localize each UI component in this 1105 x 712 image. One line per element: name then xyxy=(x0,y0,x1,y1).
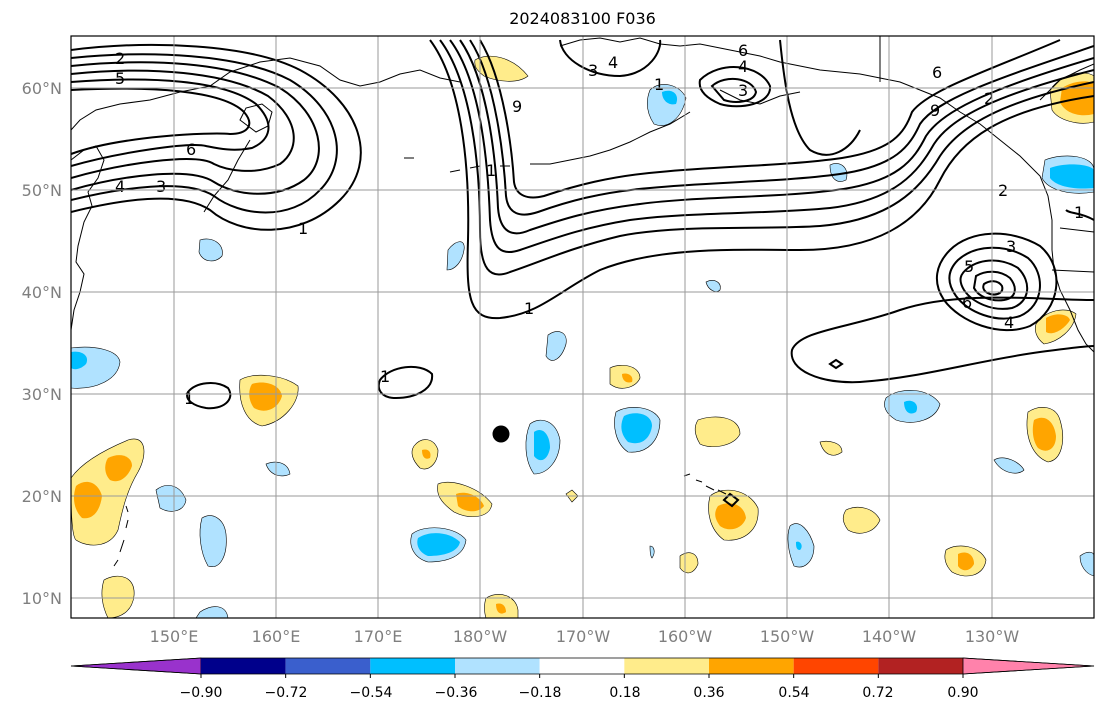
contour-label: 5 xyxy=(964,257,974,276)
lon-label: 140°W xyxy=(862,627,917,646)
colorbar-tick-label: 0.90 xyxy=(947,685,978,701)
shaded-anomalies xyxy=(71,55,1094,618)
latitude-labels: 60°N 50°N 40°N 30°N 20°N 10°N xyxy=(22,79,62,608)
colorbar-segment xyxy=(962,657,1095,675)
lat-label: 60°N xyxy=(22,79,62,98)
contour-label: 3 xyxy=(1006,237,1016,256)
contour-label: 4 xyxy=(608,53,618,72)
map-title: 2024083100 F036 xyxy=(509,9,656,28)
contour-label: 9 xyxy=(512,97,522,116)
contour-label: 4 xyxy=(115,177,125,196)
contour-label: 9 xyxy=(930,101,940,120)
contour-label: 1 xyxy=(486,161,496,180)
colorbar-segment xyxy=(370,658,455,674)
colorbar-tick-label: −0.90 xyxy=(180,685,223,701)
contour-label: 1 xyxy=(654,75,664,94)
colorbar-tick-label: 0.36 xyxy=(693,685,724,701)
gridlines xyxy=(71,36,1094,618)
colorbar-segment xyxy=(793,658,879,674)
contour-label: 4 xyxy=(738,57,748,76)
contour-label: 4 xyxy=(1004,313,1014,332)
lon-label: 150°W xyxy=(760,627,815,646)
contour-label: 3 xyxy=(156,177,166,196)
lon-label: 160°E xyxy=(252,627,301,646)
contour-label: 6 xyxy=(962,293,972,312)
colorbar-segments xyxy=(70,657,1095,675)
colorbar-segment xyxy=(624,658,709,674)
lon-label: 170°W xyxy=(556,627,611,646)
colorbar-segment xyxy=(70,657,202,675)
location-marker xyxy=(492,425,510,443)
lat-label: 10°N xyxy=(22,589,62,608)
contour-label: 1 xyxy=(298,219,308,238)
contour-label: 1 xyxy=(184,389,194,408)
colorbar: −0.90 −0.72 −0.54 −0.36 −0.18 0.18 0.36 … xyxy=(70,657,1095,701)
contour-label: 2 xyxy=(115,49,125,68)
colorbar-tick-label: −0.72 xyxy=(265,685,308,701)
longitude-labels: 150°E 160°E 170°E 180°W 170°W 160°W 150°… xyxy=(150,627,1020,646)
colorbar-segment xyxy=(878,658,963,674)
lat-label: 50°N xyxy=(22,181,62,200)
colorbar-segment xyxy=(201,658,286,674)
colorbar-segment xyxy=(285,658,371,674)
contour-label: 3 xyxy=(588,61,598,80)
colorbar-tick-label: −0.54 xyxy=(350,685,393,701)
colorbar-ticks xyxy=(200,674,964,678)
colorbar-segment xyxy=(455,658,540,674)
lon-label: 150°E xyxy=(150,627,199,646)
lon-label: 160°W xyxy=(658,627,713,646)
contour-label: 6 xyxy=(186,140,196,159)
contour-label: 2 xyxy=(984,89,994,108)
colorbar-segment xyxy=(709,658,794,674)
contour-labels: 2 5 6 4 3 1 6 4 3 1 9 1 6 4 3 2 9 1 1 2 … xyxy=(115,41,1084,408)
contour-label: 1 xyxy=(380,367,390,386)
contour-label: 1 xyxy=(1074,203,1084,222)
colorbar-tick-label: −0.18 xyxy=(519,685,562,701)
lon-label: 180°W xyxy=(453,627,508,646)
contour-label: 3 xyxy=(738,81,748,100)
lat-label: 40°N xyxy=(22,283,62,302)
colorbar-tick-label: −0.36 xyxy=(435,685,478,701)
colorbar-segment xyxy=(539,658,625,674)
lon-label: 170°E xyxy=(354,627,403,646)
lon-label: 130°W xyxy=(965,627,1020,646)
contour-label: 5 xyxy=(115,69,125,88)
plot-frame xyxy=(70,35,1095,619)
colorbar-tick-label: 0.18 xyxy=(609,685,640,701)
colorbar-tick-label: 0.72 xyxy=(862,685,893,701)
coastlines xyxy=(71,36,1094,567)
contour-label: 6 xyxy=(738,41,748,60)
colorbar-tick-label: 0.54 xyxy=(778,685,809,701)
lat-label: 20°N xyxy=(22,487,62,506)
lat-label: 30°N xyxy=(22,385,62,404)
contour-label: 6 xyxy=(932,63,942,82)
contour-label: 1 xyxy=(524,299,534,318)
